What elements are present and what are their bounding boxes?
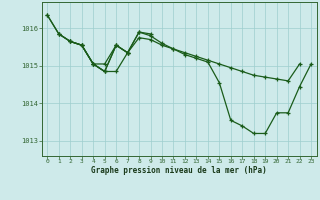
X-axis label: Graphe pression niveau de la mer (hPa): Graphe pression niveau de la mer (hPa) [91, 166, 267, 175]
